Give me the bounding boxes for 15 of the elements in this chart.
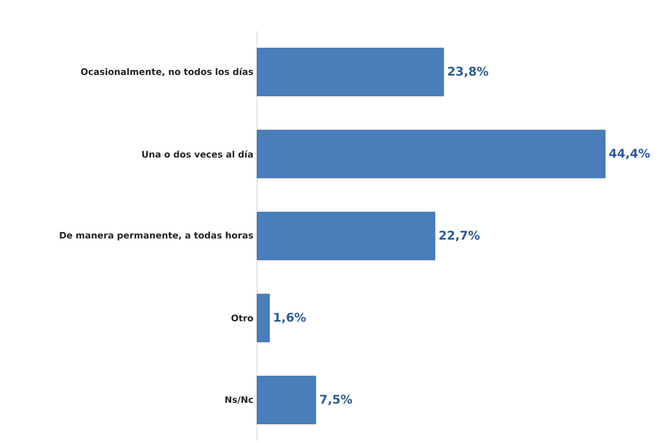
y-tick-label: Ns/Nc: [225, 396, 253, 404]
data-label: 1,6%: [274, 312, 306, 324]
bar: [256, 376, 316, 424]
bar: [256, 294, 270, 342]
data-label: 22,7%: [440, 230, 480, 242]
y-tick-label: Una o dos veces al día: [142, 150, 253, 158]
bar: [256, 212, 436, 260]
data-label: 44,4%: [609, 148, 650, 160]
data-label: 7,5%: [320, 394, 352, 406]
data-label: 23,8%: [448, 66, 488, 78]
bar: [256, 130, 606, 178]
y-tick-label: De manera permanente, a todas horas: [60, 232, 254, 240]
y-tick-label: Ocasionalmente, no todos los días: [80, 68, 254, 76]
bar: [256, 48, 444, 96]
y-tick-label: Otro: [231, 314, 254, 322]
